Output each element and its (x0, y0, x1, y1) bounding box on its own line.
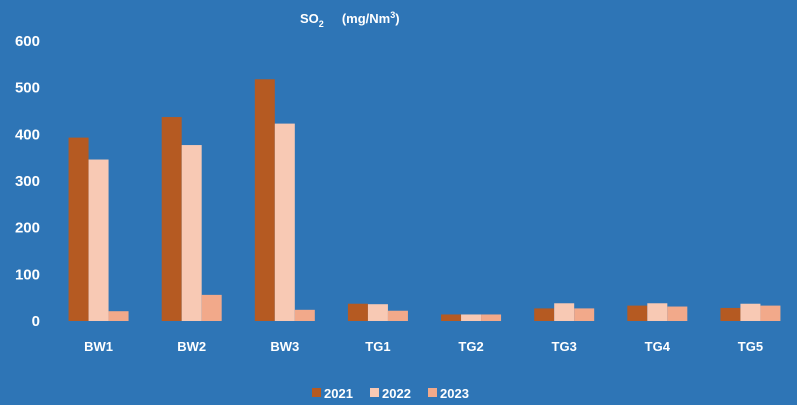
bar-bw1-2023 (108, 311, 129, 321)
legend-label: 2023 (440, 386, 469, 401)
legend-swatch (312, 388, 321, 397)
y-tick-label: 100 (15, 266, 40, 283)
bar-tg5-2022 (740, 303, 761, 321)
bar-tg2-2021 (441, 314, 462, 321)
bar-bw3-2021 (254, 79, 275, 322)
x-category-label: BW1 (84, 339, 113, 354)
x-axis: BW1 BW2 BW3 TG1 TG2 TG3 TG4 TG5 (84, 339, 763, 354)
bar-tg1-2022 (367, 304, 388, 321)
y-tick-label: 500 (15, 80, 40, 97)
bars-group (68, 79, 781, 322)
bar-tg2-2023 (481, 314, 502, 321)
y-tick-label: 0 (32, 313, 40, 330)
y-axis: 0 100 200 300 400 500 600 (15, 33, 40, 330)
bar-bw1-2021 (68, 137, 89, 321)
bar-tg3-2023 (574, 308, 595, 321)
bar-tg5-2021 (720, 307, 741, 321)
x-category-label: TG1 (365, 339, 390, 354)
bar-tg4-2021 (627, 305, 648, 321)
bar-tg4-2023 (667, 306, 688, 321)
bar-tg5-2023 (760, 305, 781, 321)
legend-label: 2021 (324, 386, 353, 401)
y-tick-label: 200 (15, 220, 40, 237)
bar-bw2-2021 (161, 117, 182, 321)
bar-bw1-2022 (88, 159, 109, 321)
x-category-label: TG5 (738, 339, 763, 354)
x-category-label: BW3 (270, 339, 299, 354)
y-tick-label: 600 (15, 33, 40, 50)
x-category-label: TG3 (552, 339, 577, 354)
bar-tg1-2023 (387, 310, 408, 321)
legend-label: 2022 (382, 386, 411, 401)
x-category-label: BW2 (177, 339, 206, 354)
x-category-label: TG4 (645, 339, 671, 354)
bar-bw3-2023 (294, 309, 315, 321)
bar-tg3-2022 (554, 303, 575, 321)
bar-tg1-2021 (347, 303, 368, 321)
bar-bw2-2022 (181, 145, 202, 321)
legend-swatch (370, 388, 379, 397)
bar-tg4-2022 (647, 303, 668, 321)
chart-title: SO2 (mg/Nm3) (300, 10, 400, 29)
x-category-label: TG2 (458, 339, 483, 354)
legend-swatch (428, 388, 437, 397)
bar-bw3-2022 (274, 123, 295, 321)
bar-tg2-2022 (461, 314, 482, 321)
bar-tg3-2021 (534, 308, 555, 321)
bar-bw2-2023 (201, 294, 222, 321)
y-tick-label: 400 (15, 126, 40, 143)
y-tick-label: 300 (15, 173, 40, 190)
legend: 2021 2022 2023 (312, 386, 469, 401)
